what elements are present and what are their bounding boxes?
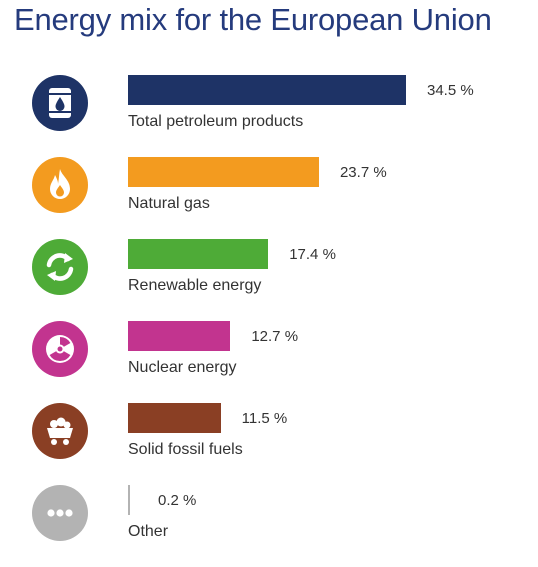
bar-row: 34.5 % Total petroleum products [0,75,538,157]
oil-barrel-icon [32,75,88,131]
value-label: 34.5 % [427,82,474,99]
bar-row: 11.5 % Solid fossil fuels [0,403,538,485]
bar [128,485,130,515]
value-label: 0.2 % [158,492,197,509]
recycle-icon [32,239,88,295]
value-label: 17.4 % [289,246,336,263]
category-label: Total petroleum products [128,113,304,130]
chart-title: Energy mix for the European Union [14,2,492,37]
category-label: Other [128,523,169,540]
bar-row: 17.4 % Renewable energy [0,239,538,321]
category-label: Solid fossil fuels [128,441,243,458]
ellipsis-icon [32,485,88,541]
bar-row: 0.2 % Other [0,485,538,567]
flame-icon [32,157,88,213]
bar-row: 23.7 % Natural gas [0,157,538,239]
category-label: Nuclear energy [128,359,237,376]
bar-row: 12.7 % Nuclear energy [0,321,538,403]
bar [128,75,406,105]
coal-cart-icon [32,403,88,459]
value-label: 11.5 % [241,410,288,427]
value-label: 12.7 % [251,328,299,345]
category-label: Renewable energy [128,277,262,294]
value-label: 23.7 % [339,164,387,181]
bar [128,239,269,269]
bar [128,157,319,187]
bar [128,321,231,351]
category-label: Natural gas [128,195,210,212]
radiation-icon [32,321,88,377]
bar [128,403,221,433]
